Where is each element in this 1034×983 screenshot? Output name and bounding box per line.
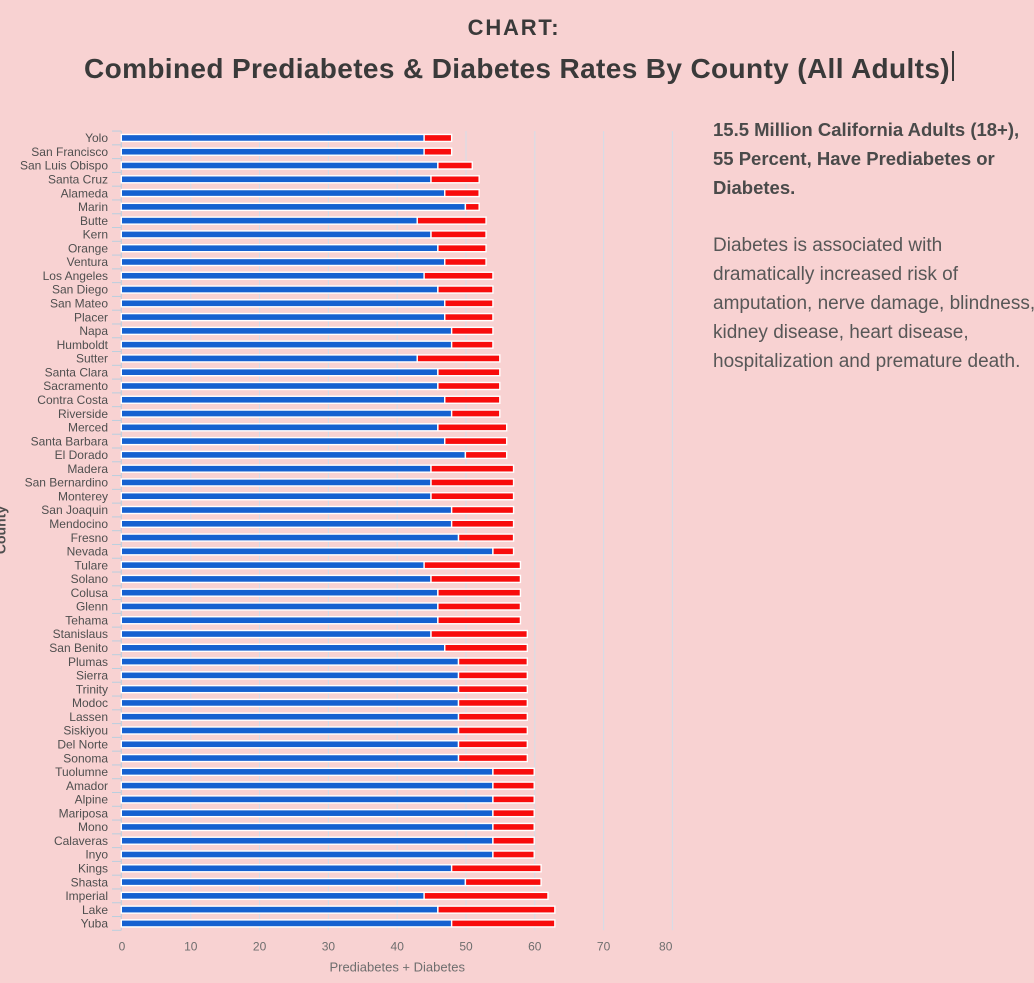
svg-text:Santa Barbara: Santa Barbara bbox=[31, 434, 109, 448]
svg-text:Mendocino: Mendocino bbox=[49, 517, 108, 531]
svg-text:Inyo: Inyo bbox=[85, 848, 108, 862]
svg-text:San Joaquin: San Joaquin bbox=[41, 503, 108, 517]
svg-text:Tehama: Tehama bbox=[65, 613, 108, 627]
svg-text:Napa: Napa bbox=[79, 324, 108, 338]
svg-text:Butte: Butte bbox=[80, 214, 108, 228]
svg-text:Tulare: Tulare bbox=[74, 558, 108, 572]
svg-text:Mariposa: Mariposa bbox=[59, 806, 109, 820]
svg-text:Shasta: Shasta bbox=[71, 875, 109, 889]
svg-text:Sierra: Sierra bbox=[76, 669, 108, 683]
svg-text:Glenn: Glenn bbox=[76, 600, 108, 614]
svg-text:Orange: Orange bbox=[68, 241, 108, 255]
svg-text:20: 20 bbox=[253, 940, 267, 954]
svg-text:Amador: Amador bbox=[66, 779, 108, 793]
svg-text:Nevada: Nevada bbox=[67, 545, 109, 559]
svg-text:30: 30 bbox=[322, 940, 336, 954]
svg-text:Imperial: Imperial bbox=[65, 889, 108, 903]
svg-text:San Benito: San Benito bbox=[49, 641, 108, 655]
svg-text:Yolo: Yolo bbox=[85, 131, 108, 145]
svg-text:Plumas: Plumas bbox=[68, 655, 108, 669]
svg-text:Kings: Kings bbox=[78, 861, 108, 875]
svg-text:Stanislaus: Stanislaus bbox=[53, 627, 108, 641]
svg-text:San Bernardino: San Bernardino bbox=[25, 476, 109, 490]
svg-text:San Francisco: San Francisco bbox=[31, 145, 108, 159]
svg-text:70: 70 bbox=[597, 940, 611, 954]
svg-text:Lassen: Lassen bbox=[69, 710, 108, 724]
svg-text:60: 60 bbox=[528, 940, 542, 954]
svg-text:Siskiyou: Siskiyou bbox=[63, 724, 108, 738]
svg-text:Prediabetes + Diabetes: Prediabetes + Diabetes bbox=[329, 960, 465, 975]
svg-text:Fresno: Fresno bbox=[71, 531, 109, 545]
svg-text:Contra Costa: Contra Costa bbox=[37, 393, 108, 407]
svg-text:Madera: Madera bbox=[67, 462, 108, 476]
svg-text:San Diego: San Diego bbox=[52, 283, 108, 297]
svg-text:Modoc: Modoc bbox=[72, 696, 108, 710]
svg-text:Los Angeles: Los Angeles bbox=[43, 269, 108, 283]
svg-text:Tuolumne: Tuolumne bbox=[55, 765, 108, 779]
svg-text:Sacramento: Sacramento bbox=[43, 379, 108, 393]
svg-text:Del Norte: Del Norte bbox=[57, 737, 108, 751]
svg-text:Lake: Lake bbox=[82, 903, 108, 917]
svg-text:Monterey: Monterey bbox=[58, 489, 108, 503]
svg-text:Colusa: Colusa bbox=[71, 586, 109, 600]
svg-text:0: 0 bbox=[119, 940, 126, 954]
svg-text:Mono: Mono bbox=[78, 820, 108, 834]
svg-text:Ventura: Ventura bbox=[67, 255, 109, 269]
svg-text:Riverside: Riverside bbox=[58, 407, 108, 421]
svg-text:County: County bbox=[0, 506, 9, 554]
svg-text:Trinity: Trinity bbox=[76, 682, 108, 696]
svg-text:Humboldt: Humboldt bbox=[57, 338, 109, 352]
svg-text:San Mateo: San Mateo bbox=[50, 297, 108, 311]
svg-text:Sutter: Sutter bbox=[76, 352, 108, 366]
svg-text:Marin: Marin bbox=[78, 200, 108, 214]
svg-text:10: 10 bbox=[184, 940, 198, 954]
svg-text:40: 40 bbox=[391, 940, 405, 954]
svg-text:Kern: Kern bbox=[83, 228, 108, 242]
svg-text:Sonoma: Sonoma bbox=[63, 751, 108, 765]
svg-text:Santa Cruz: Santa Cruz bbox=[48, 172, 108, 186]
svg-text:Merced: Merced bbox=[68, 421, 108, 435]
svg-text:Alpine: Alpine bbox=[75, 793, 109, 807]
svg-text:Solano: Solano bbox=[71, 572, 109, 586]
svg-text:Santa Clara: Santa Clara bbox=[45, 365, 109, 379]
svg-text:Alameda: Alameda bbox=[61, 186, 109, 200]
svg-text:80: 80 bbox=[659, 940, 673, 954]
svg-text:Calaveras: Calaveras bbox=[54, 834, 108, 848]
svg-text:Placer: Placer bbox=[74, 310, 108, 324]
svg-text:El Dorado: El Dorado bbox=[55, 448, 109, 462]
svg-text:San Luis Obispo: San Luis Obispo bbox=[20, 159, 108, 173]
svg-text:Yuba: Yuba bbox=[81, 917, 109, 931]
svg-text:50: 50 bbox=[459, 940, 473, 954]
